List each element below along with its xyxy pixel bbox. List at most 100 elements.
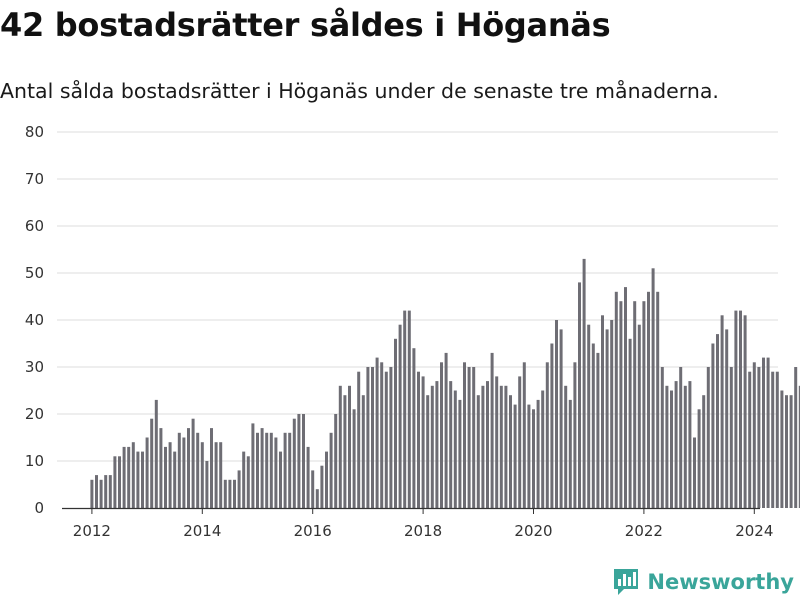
bar <box>582 258 586 508</box>
bar <box>743 315 747 508</box>
bar <box>660 367 664 508</box>
y-tick-label: 10 <box>25 452 44 470</box>
bar <box>752 362 756 508</box>
bar <box>191 418 195 508</box>
bar <box>798 385 800 508</box>
bar <box>711 343 715 508</box>
bar <box>642 301 646 508</box>
bar <box>762 357 765 508</box>
bar <box>228 479 232 508</box>
bar <box>315 489 319 508</box>
bar <box>559 329 563 508</box>
bar <box>472 367 476 508</box>
brand-name: Newsworthy <box>647 570 794 594</box>
y-axis-labels: 0 10 20 30 40 50 60 70 80 <box>25 123 44 517</box>
y-tick-label: 20 <box>25 405 44 423</box>
newsworthy-brand[interactable]: Newsworthy <box>613 568 794 596</box>
bar <box>214 442 218 508</box>
bar <box>205 461 209 508</box>
bar <box>555 320 558 508</box>
bar <box>536 399 540 508</box>
bar <box>601 315 604 508</box>
bar <box>688 381 692 508</box>
bar <box>499 385 503 508</box>
bar <box>269 432 273 508</box>
bar <box>95 475 98 508</box>
bar <box>407 310 411 508</box>
bar <box>375 357 379 508</box>
bar <box>371 367 374 508</box>
bar <box>90 479 94 508</box>
bar <box>233 479 236 508</box>
bar <box>453 390 457 508</box>
bar <box>725 329 729 508</box>
bar <box>131 442 135 508</box>
bar <box>509 395 512 508</box>
chart-subtitle: Antal sålda bostadsrätter i Höganäs unde… <box>0 79 719 103</box>
bars <box>90 258 800 508</box>
bar <box>210 428 213 508</box>
bar <box>785 395 788 508</box>
bar <box>550 343 554 508</box>
bar <box>430 385 434 508</box>
y-tick-label: 0 <box>34 499 44 517</box>
bar <box>637 324 641 508</box>
bar <box>458 399 462 508</box>
bar <box>444 352 448 508</box>
bar <box>729 367 733 508</box>
bar <box>265 432 269 508</box>
x-tick-label: 2022 <box>625 522 663 540</box>
bar <box>237 470 241 508</box>
bar <box>587 324 591 508</box>
bar <box>624 287 627 508</box>
bar <box>154 399 158 508</box>
bar <box>361 395 365 508</box>
bar <box>614 291 618 508</box>
page-title: 42 bostadsrätter såldes i Höganäs <box>0 6 611 44</box>
y-tick-label: 60 <box>25 217 44 235</box>
y-tick-label: 40 <box>25 311 44 329</box>
bar <box>200 442 204 508</box>
y-tick-label: 70 <box>25 170 44 188</box>
bar <box>591 343 595 508</box>
bar <box>619 301 623 508</box>
bar <box>739 310 742 508</box>
bar <box>504 385 508 508</box>
bar <box>325 451 328 508</box>
x-tick-label: 2020 <box>514 522 552 540</box>
bar <box>279 451 282 508</box>
bar <box>113 456 117 508</box>
bar <box>665 385 669 508</box>
bar <box>596 352 600 508</box>
bar <box>159 428 163 508</box>
bar <box>720 315 724 508</box>
bar <box>467 367 471 508</box>
bar <box>532 409 535 508</box>
bar <box>490 352 494 508</box>
bar <box>481 385 485 508</box>
bar <box>435 381 439 508</box>
bar <box>136 451 140 508</box>
bar <box>164 446 167 508</box>
bar <box>398 324 402 508</box>
bar <box>780 390 784 508</box>
bar <box>573 362 577 508</box>
bar <box>242 451 246 508</box>
bar <box>145 437 149 508</box>
bar <box>757 367 761 508</box>
bar <box>702 395 706 508</box>
bar <box>384 371 388 508</box>
bar <box>297 414 301 508</box>
bar <box>568 399 572 508</box>
bar <box>766 357 770 508</box>
bar <box>748 371 752 508</box>
bar <box>421 376 425 508</box>
bar <box>141 451 144 508</box>
bar <box>651 268 655 508</box>
bar <box>389 367 393 508</box>
bar <box>338 385 342 508</box>
bar <box>564 385 568 508</box>
y-tick-label: 50 <box>25 264 44 282</box>
bar <box>127 446 131 508</box>
bar <box>513 404 517 508</box>
